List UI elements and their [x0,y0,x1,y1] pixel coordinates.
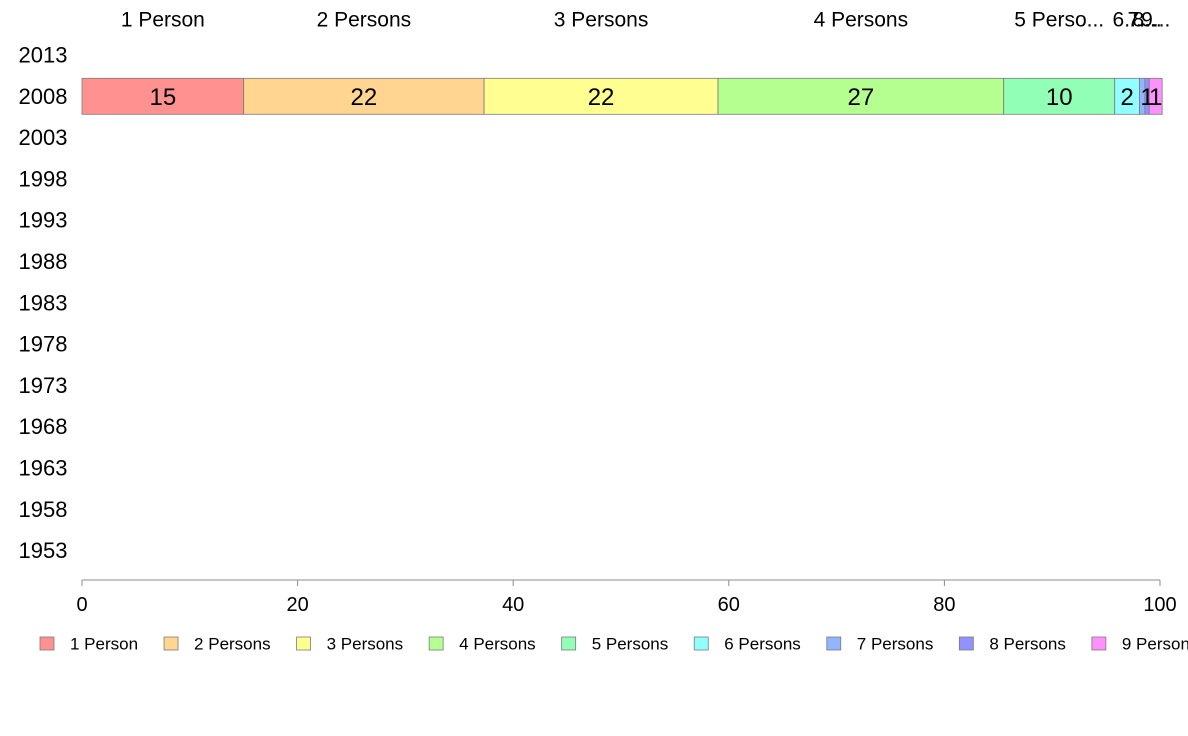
y-axis: 2013 2008 2003 1998 1993 1988 1983 1978 1973 1968… [19,43,68,564]
y-tick-label: 1968 [19,414,68,439]
legend-swatch [39,636,55,651]
y-tick-label: 1978 [19,332,68,357]
legend-label[interactable]: 6 Persons [724,635,801,654]
series-header-label: 6... [1113,9,1142,32]
series-header-label: 5 Perso... [1014,9,1104,32]
series-header-labels: 1 Person 2 Persons 3 Persons 4 Persons 5 Per… [121,9,1170,32]
legend-label[interactable]: 3 Persons [327,635,404,654]
legend-label[interactable]: 5 Persons [592,635,669,654]
series-header-label: 1 Person [121,9,205,32]
y-tick-label: 1998 [19,166,68,191]
bars: 15 22 22 27 10 2 11 [81,77,1163,115]
series-header-label: 8... [1132,9,1161,32]
data-label: 1 [1149,84,1162,111]
x-tick-label: 60 [718,594,740,616]
legend-swatch [1091,636,1107,651]
series-header-label: 9... [1141,9,1170,32]
legend-swatch [826,636,842,651]
legend: 1 Person 2 Persons 3 Persons 4 Persons 5 Per… [39,635,1188,654]
bar-segment[interactable] [81,77,245,115]
bar-segment[interactable] [483,77,719,115]
x-tick-label: 40 [502,594,524,616]
legend-swatch [561,636,577,651]
bar-segment[interactable] [1003,77,1116,115]
y-tick-label: 1988 [19,249,68,274]
y-tick-label: 1983 [19,290,68,315]
x-tick-label: 20 [286,594,308,616]
series-header-label: 4 Persons [814,9,909,32]
bar-segment[interactable] [717,77,1005,115]
legend-label[interactable]: 1 Person [70,635,138,654]
legend-swatch [296,636,311,651]
x-tick-label: 100 [1143,594,1176,616]
legend-label[interactable]: 4 Persons [459,635,536,654]
data-label: 2 [1120,84,1133,111]
series-header-label: 7... [1128,9,1157,32]
legend-label[interactable]: 2 Persons [194,635,271,654]
x-axis: 0 20 40 60 80 100 [76,579,1177,616]
y-tick-label: 2013 [19,43,68,68]
y-tick-label: 2008 [19,84,68,109]
y-tick-label: 1963 [19,456,68,481]
series-header-label: 2 Persons [317,9,412,32]
y-tick-label: 1973 [19,373,68,398]
y-tick-label: 1958 [19,497,68,522]
y-tick-label: 1993 [19,208,68,233]
y-tick-label: 2003 [19,125,68,150]
data-label: 27 [848,84,875,111]
legend-label[interactable]: 9 Persons [1122,635,1188,654]
legend-label[interactable]: 8 Persons [989,635,1066,654]
data-label: 22 [351,84,378,111]
legend-swatch [693,636,709,651]
data-label: 15 [149,84,176,111]
data-label: 1 [1140,84,1153,111]
x-tick-label: 80 [933,594,955,616]
bar-segment[interactable] [243,77,485,115]
data-label: 22 [588,84,615,111]
y-tick-label: 1953 [19,538,68,563]
legend-swatch [428,636,444,651]
x-tick-label: 0 [76,594,87,616]
legend-label[interactable]: 7 Persons [857,635,934,654]
legend-swatch [163,636,179,651]
data-label: 10 [1046,84,1073,111]
bar-segment[interactable] [1148,77,1163,115]
series-header-label: 3 Persons [554,9,649,32]
legend-swatch [958,636,974,651]
